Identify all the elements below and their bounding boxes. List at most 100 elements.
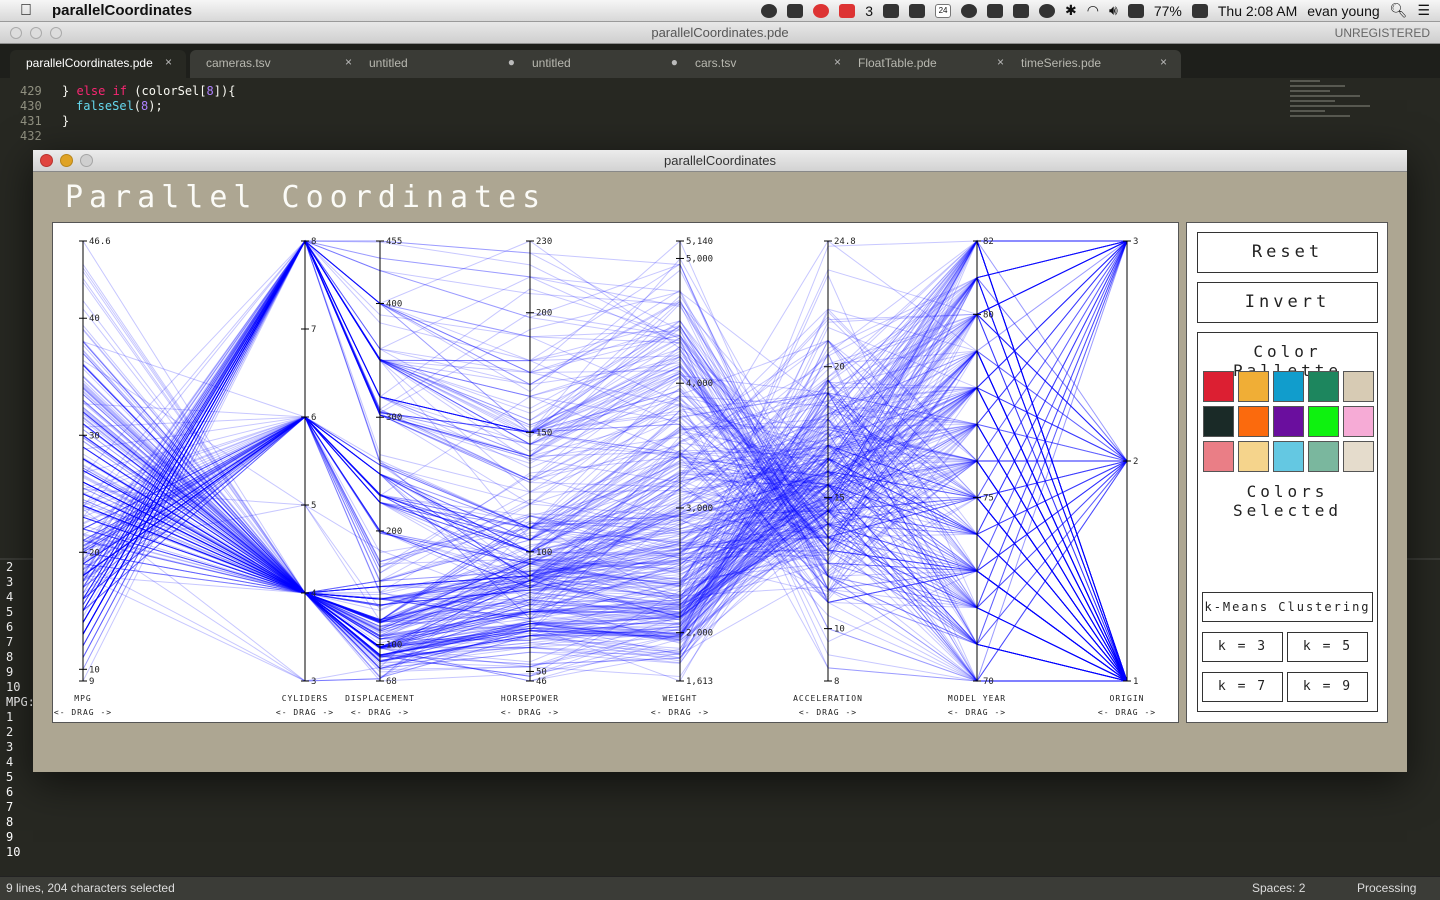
drag-handle[interactable]: <- DRAG -> — [948, 708, 1006, 717]
color-swatch[interactable] — [1238, 406, 1269, 437]
flag-icon[interactable] — [1127, 3, 1144, 18]
record-line — [82, 460, 1128, 622]
axis-weight[interactable]: 5,140 5,000 4,000 3,000 2,000 1,613 WEIGHT <- D… — [651, 237, 713, 717]
record-line — [82, 240, 1128, 637]
search-icon[interactable]: 🔍︎ — [1389, 2, 1408, 18]
parallel-coordinates-plot[interactable]: 46.6 40 30 20 10 9 MPG <- DRAG -> 8 7 6 5 4 3 CYLIDERS… — [52, 222, 1179, 723]
dropbox-icon[interactable] — [1013, 3, 1030, 18]
list-icon[interactable]: ☰ — [1417, 2, 1430, 18]
axis-displacement[interactable]: 455 400 300 200 100 68 DISPLACEMENT <- DRAG -> — [345, 237, 415, 717]
record-line — [82, 239, 1128, 682]
tab-parallelcoordinates[interactable]: parallelCoordinates.pde × — [10, 50, 186, 78]
grid-icon[interactable] — [787, 3, 804, 18]
close-icon[interactable]: × — [833, 55, 841, 69]
drag-handle[interactable]: <- DRAG -> — [501, 708, 559, 717]
bluetooth-icon[interactable]: ✱ — [1065, 2, 1077, 18]
record-line — [82, 240, 1128, 682]
drive-icon[interactable] — [987, 3, 1004, 18]
axis-cyliders[interactable]: 8 7 6 5 4 3 CYLIDERS <- DRAG -> — [276, 237, 334, 717]
code-editor[interactable]: 429 } else if (colorSel[8]){ 430 falseSe… — [0, 78, 1440, 558]
clock[interactable]: Thu 2:08 AM — [1217, 2, 1298, 19]
color-swatch[interactable] — [1343, 441, 1374, 472]
brackets-icon[interactable] — [909, 3, 926, 18]
coffee-icon[interactable] — [761, 3, 778, 18]
tab-cameras[interactable]: cameras.tsv × — [190, 50, 366, 78]
axis-mpg[interactable]: 46.6 40 30 20 10 9 MPG <- DRAG -> — [54, 237, 112, 717]
record-line — [82, 240, 1128, 568]
calendar-icon[interactable]: 24 — [935, 3, 952, 18]
time-machine-icon[interactable] — [1039, 3, 1056, 18]
wifi-icon[interactable]: ◠ — [1086, 2, 1099, 18]
color-swatch[interactable] — [1238, 441, 1269, 472]
axis-acceleration[interactable]: 24.8 20 15 10 8 ACCELERATION <- DRAG -> — [793, 237, 863, 717]
k9-button[interactable]: k = 9 — [1287, 672, 1368, 702]
volume-icon[interactable]: 🔊︎ — [1109, 2, 1118, 18]
record-line — [82, 240, 1128, 663]
axis-origin[interactable]: 3 2 1 ORIGIN <- DRAG -> — [1098, 237, 1156, 717]
mail-icon[interactable] — [839, 3, 856, 18]
color-swatch[interactable] — [1308, 406, 1339, 437]
k5-button[interactable]: k = 5 — [1287, 632, 1368, 662]
close-icon[interactable]: × — [1159, 55, 1167, 69]
battery-percent[interactable]: 77% — [1153, 2, 1182, 19]
color-swatch[interactable] — [1343, 406, 1374, 437]
tab-floattable[interactable]: FloatTable.pde × — [842, 50, 1018, 78]
app-name[interactable]: parallelCoordinates — [52, 2, 193, 19]
close-icon[interactable]: × — [996, 55, 1004, 69]
color-swatch[interactable] — [1203, 371, 1234, 402]
close-icon[interactable] — [40, 154, 53, 167]
axis-model-year[interactable]: 82 80 75 70 MODEL YEAR <- DRAG -> — [948, 237, 1006, 717]
dirty-dot-icon[interactable]: ● — [507, 55, 515, 69]
tab-timeseries[interactable]: timeSeries.pde × — [1005, 50, 1181, 78]
record-line — [82, 240, 1128, 670]
drag-handle[interactable]: <- DRAG -> — [651, 708, 709, 717]
record-line — [82, 239, 1128, 682]
record-line — [82, 379, 1128, 682]
color-swatch[interactable] — [1343, 371, 1374, 402]
drag-handle[interactable]: <- DRAG -> — [276, 708, 334, 717]
zoom-icon[interactable] — [80, 154, 93, 167]
close-icon[interactable] — [10, 27, 22, 39]
drag-handle[interactable]: <- DRAG -> — [351, 708, 409, 717]
minimize-icon[interactable] — [60, 154, 73, 167]
tab-untitled-1[interactable]: untitled ● — [353, 50, 529, 78]
color-swatch[interactable] — [1273, 441, 1304, 472]
drag-handle[interactable]: <- DRAG -> — [1098, 708, 1156, 717]
color-swatch[interactable] — [1308, 441, 1339, 472]
indent-setting[interactable]: Spaces: 2 — [1252, 881, 1306, 895]
color-swatch[interactable] — [1203, 406, 1234, 437]
color-swatch[interactable] — [1308, 371, 1339, 402]
dirty-dot-icon[interactable]: ● — [670, 55, 678, 69]
plot-svg[interactable]: 46.6 40 30 20 10 9 MPG <- DRAG -> 8 7 6 5 4 3 CYLIDERS… — [53, 223, 1178, 722]
zoom-icon[interactable] — [50, 27, 62, 39]
invert-button[interactable]: Invert — [1197, 282, 1378, 323]
user-name[interactable]: evan young — [1307, 2, 1380, 19]
drag-handle[interactable]: <- DRAG -> — [54, 708, 112, 717]
record-line — [82, 239, 1128, 682]
syntax-setting[interactable]: Processing — [1357, 881, 1417, 895]
headphones-icon[interactable] — [961, 3, 978, 18]
color-swatch[interactable] — [1203, 441, 1234, 472]
drag-handle[interactable]: <- DRAG -> — [799, 708, 857, 717]
k3-button[interactable]: k = 3 — [1202, 632, 1283, 662]
close-icon[interactable]: × — [164, 55, 172, 69]
window-icon[interactable] — [883, 3, 900, 18]
apple-icon[interactable]:  — [0, 2, 52, 20]
record-line — [82, 240, 1127, 656]
record-line — [82, 240, 1128, 682]
tab-cars[interactable]: cars.tsv × — [679, 50, 855, 78]
minimize-icon[interactable] — [30, 27, 42, 39]
reset-button[interactable]: Reset — [1197, 232, 1378, 273]
record-line — [82, 378, 1128, 670]
color-swatch[interactable] — [1273, 406, 1304, 437]
minimap[interactable] — [1290, 80, 1380, 150]
battery-icon[interactable] — [1191, 3, 1208, 18]
close-icon[interactable]: × — [344, 55, 352, 69]
color-swatch[interactable] — [1273, 371, 1304, 402]
k7-button[interactable]: k = 7 — [1202, 672, 1283, 702]
tab-untitled-2[interactable]: untitled ● — [516, 50, 692, 78]
chrome-icon[interactable] — [813, 3, 830, 18]
color-swatch[interactable] — [1238, 371, 1269, 402]
tick-label: 200 — [536, 309, 552, 319]
